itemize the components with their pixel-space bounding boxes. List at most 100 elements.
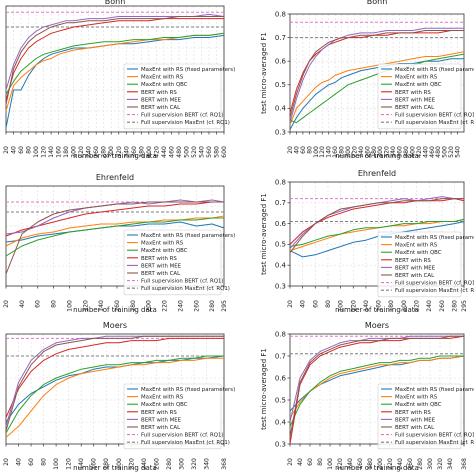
- chart-title: Bonn: [105, 0, 126, 6]
- x-tick-label: 320: [191, 458, 198, 470]
- chart-title: Bonn: [367, 0, 388, 6]
- series-line: [289, 198, 465, 245]
- x-tick-label: 40: [300, 300, 307, 308]
- x-tick-label: 200: [377, 458, 384, 470]
- x-axis-label: number of training data: [73, 464, 157, 472]
- legend-label: MaxEnt with RS (fixed parameters): [141, 233, 235, 239]
- x-tick-label: 280: [371, 146, 378, 158]
- x-tick-label: 320: [116, 146, 123, 158]
- x-tick-label: 20: [3, 146, 10, 154]
- x-tick-label: 80: [317, 458, 324, 466]
- legend-box: [377, 63, 462, 130]
- legend-label: BERT with CAL: [141, 105, 180, 111]
- x-tick-label: 340: [447, 458, 454, 470]
- x-tick-label: 540: [455, 146, 462, 158]
- x-tick-label: 40: [293, 146, 300, 154]
- x-tick-label: 140: [78, 458, 85, 470]
- legend-label: BERT with MEE: [141, 263, 182, 269]
- legend-label: Full supervision MaxEnt (cf. RQ1): [395, 288, 474, 294]
- legend-label: MaxEnt with RS (fixed parameters): [141, 387, 235, 393]
- x-tick-label: 120: [41, 146, 48, 158]
- x-tick-label: 360: [397, 146, 404, 158]
- x-tick-label: 60: [18, 146, 25, 154]
- x-tick-label: 200: [401, 300, 408, 312]
- x-axis-label: number of training data: [73, 306, 157, 314]
- series-line: [289, 355, 464, 427]
- x-axis-label: number of training data: [335, 306, 419, 314]
- series-line: [289, 335, 464, 423]
- x-tick-label: 500: [183, 146, 190, 158]
- legend-label: BERT with MEE: [395, 265, 436, 271]
- x-tick-label: 220: [78, 146, 85, 158]
- x-tick-label: 500: [442, 146, 449, 158]
- y-tick-label: 0.6: [275, 58, 287, 66]
- x-tick-label: 240: [86, 146, 93, 158]
- legend-label: BERT with RS: [395, 90, 431, 96]
- chart-panel: 20 40 60 80 100 120 140 160 180 200 220 240 260 280 30…: [260, 321, 474, 472]
- series-line: [5, 18, 224, 101]
- x-tick-label: 220: [351, 146, 358, 158]
- x-tick-label: 320: [384, 146, 391, 158]
- x-tick-label: 120: [319, 146, 326, 158]
- x-tick-label: 300: [178, 458, 185, 470]
- legend-label: BERT with RS: [141, 410, 177, 416]
- chart-title: Moers: [365, 321, 389, 330]
- x-tick-label: 20: [3, 458, 10, 466]
- x-tick-label: 80: [41, 458, 48, 466]
- x-tick-label: 80: [26, 146, 33, 154]
- x-tick-label: 220: [128, 458, 135, 470]
- plot-frame: [5, 5, 225, 133]
- series-line: [5, 337, 224, 418]
- x-tick-label: 140: [48, 146, 55, 158]
- y-axis-label: test micro-averaged F1: [260, 193, 268, 275]
- series-line: [289, 335, 464, 438]
- x-tick-label: 260: [153, 458, 160, 470]
- x-tick-label: 20: [287, 146, 294, 154]
- x-tick-label: 80: [51, 300, 58, 308]
- legend-label: Full supervision BERT (cf. RQ1): [395, 113, 474, 119]
- x-tick-label: 560: [206, 146, 213, 158]
- x-tick-label: 420: [153, 146, 160, 158]
- y-tick-label: 0.7: [275, 34, 286, 42]
- series-line: [289, 198, 464, 254]
- x-tick-label: 320: [437, 458, 444, 470]
- x-tick-label: 20: [3, 300, 10, 308]
- legend-label: MaxEnt with RS: [395, 395, 438, 401]
- legend-label: BERT with RS: [395, 410, 431, 416]
- y-tick-label: 0.4: [275, 418, 287, 426]
- y-tick-label: 0.8: [275, 330, 286, 338]
- series-line: [289, 355, 465, 418]
- legend-label: MaxEnt with QBC: [141, 82, 188, 88]
- x-tick-label: 280: [417, 458, 424, 470]
- y-tick-label: 0.7: [275, 352, 286, 360]
- y-tick-label: 0.4: [275, 105, 287, 113]
- plot-frame: [289, 333, 465, 445]
- x-tick-label: 420: [416, 146, 423, 158]
- x-tick-label: 80: [325, 300, 332, 308]
- legend-label: Full supervision BERT (cf. RQ1): [395, 433, 474, 439]
- y-tick-label: 0.8: [275, 10, 286, 18]
- chart-title: Moers: [103, 321, 127, 330]
- series-line: [5, 201, 224, 237]
- series-line: [5, 16, 224, 105]
- legend-label: MaxEnt with RS: [141, 241, 184, 247]
- x-tick-label: 300: [108, 146, 115, 158]
- legend-label: BERT with RS: [141, 256, 177, 262]
- x-tick-label: 600: [221, 146, 228, 158]
- legend-label: MaxEnt with RS (fixed parameters): [395, 67, 474, 73]
- legend-label: Full supervision BERT (cf. RQ1): [395, 281, 474, 287]
- series-line: [5, 32, 225, 95]
- legend-box: [377, 231, 462, 298]
- x-tick-label: 280: [452, 300, 459, 312]
- legend-label: BERT with CAL: [395, 273, 434, 279]
- series-line: [289, 218, 465, 247]
- series-line: [5, 201, 224, 275]
- series-line: [289, 53, 465, 124]
- y-tick-label: 0.4: [275, 262, 287, 270]
- x-tick-label: 120: [66, 458, 73, 470]
- x-tick-label: 100: [338, 300, 345, 312]
- legend-label: MaxEnt with RS: [141, 75, 184, 81]
- x-tick-label: 160: [56, 146, 63, 158]
- series-line: [5, 335, 224, 431]
- x-tick-label: 140: [363, 300, 370, 312]
